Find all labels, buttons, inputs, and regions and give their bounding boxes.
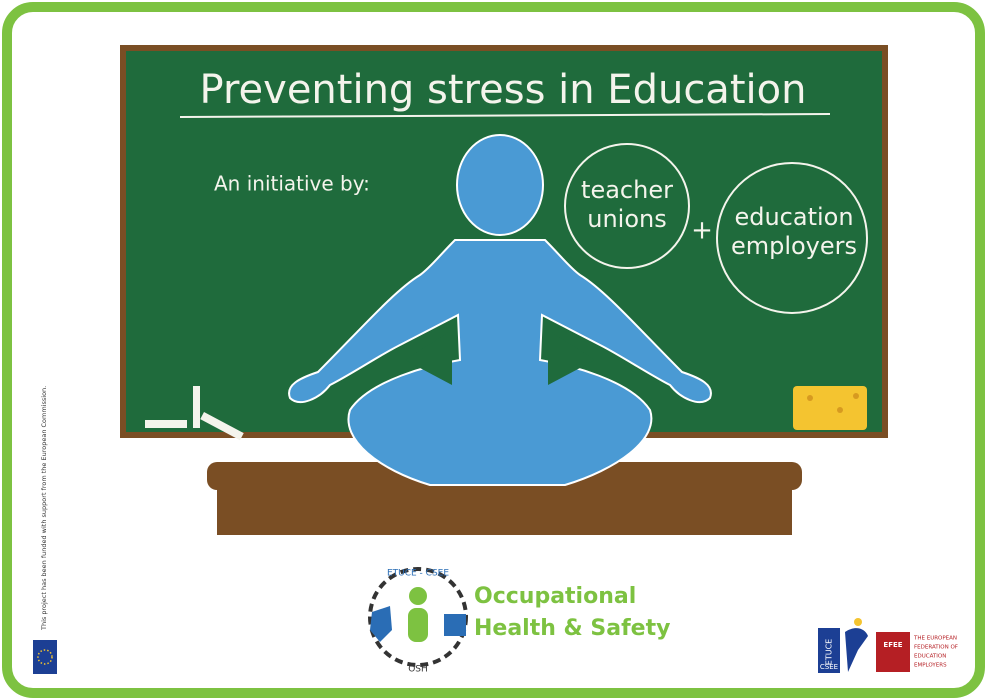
logo-ring-top: ETUCE - CSEE: [387, 569, 449, 579]
eu-flag: [33, 640, 57, 674]
partner-line: education: [734, 203, 853, 231]
sponge-hole: [837, 407, 843, 413]
partner-line: teacher: [581, 176, 673, 204]
logo-person-head: [409, 587, 427, 605]
logo-line: Occupational: [474, 584, 636, 609]
chalk-piece: [193, 386, 200, 428]
efee-line: EMPLOYERS: [914, 663, 947, 669]
disclaimer: This project has been funded with suppor…: [40, 386, 48, 631]
partner-line: employers: [731, 232, 857, 260]
sponge: [793, 386, 867, 430]
efee-line: EDUCATION: [914, 654, 946, 660]
logo-check: [444, 614, 466, 636]
logo-line: Health & Safety: [474, 616, 670, 641]
desk-body: [217, 490, 792, 535]
sponge-hole: [807, 395, 813, 401]
etuce-text: CSEE: [820, 663, 838, 671]
etuce-head: [854, 618, 862, 626]
efee-line: FEDERATION OF: [914, 645, 958, 651]
title: Preventing stress in Education: [200, 67, 807, 113]
etuce-text: ETUCE: [825, 639, 834, 665]
efee-line: THE EUROPEAN: [913, 636, 957, 642]
plus: +: [691, 216, 713, 246]
chalk-piece: [145, 420, 187, 428]
head: [457, 135, 543, 235]
poster: Preventing stress in Education An initia…: [0, 0, 987, 700]
sponge-hole: [853, 393, 859, 399]
logo-ring-bottom: OSH: [408, 665, 428, 675]
efee-abbr: EFEE: [883, 641, 902, 649]
efee-logo: [876, 632, 910, 672]
partner-line: unions: [587, 205, 667, 233]
page: Preventing stress in Education An initia…: [0, 0, 987, 700]
logo-person-body: [408, 608, 428, 642]
intro: An initiative by:: [214, 172, 370, 196]
